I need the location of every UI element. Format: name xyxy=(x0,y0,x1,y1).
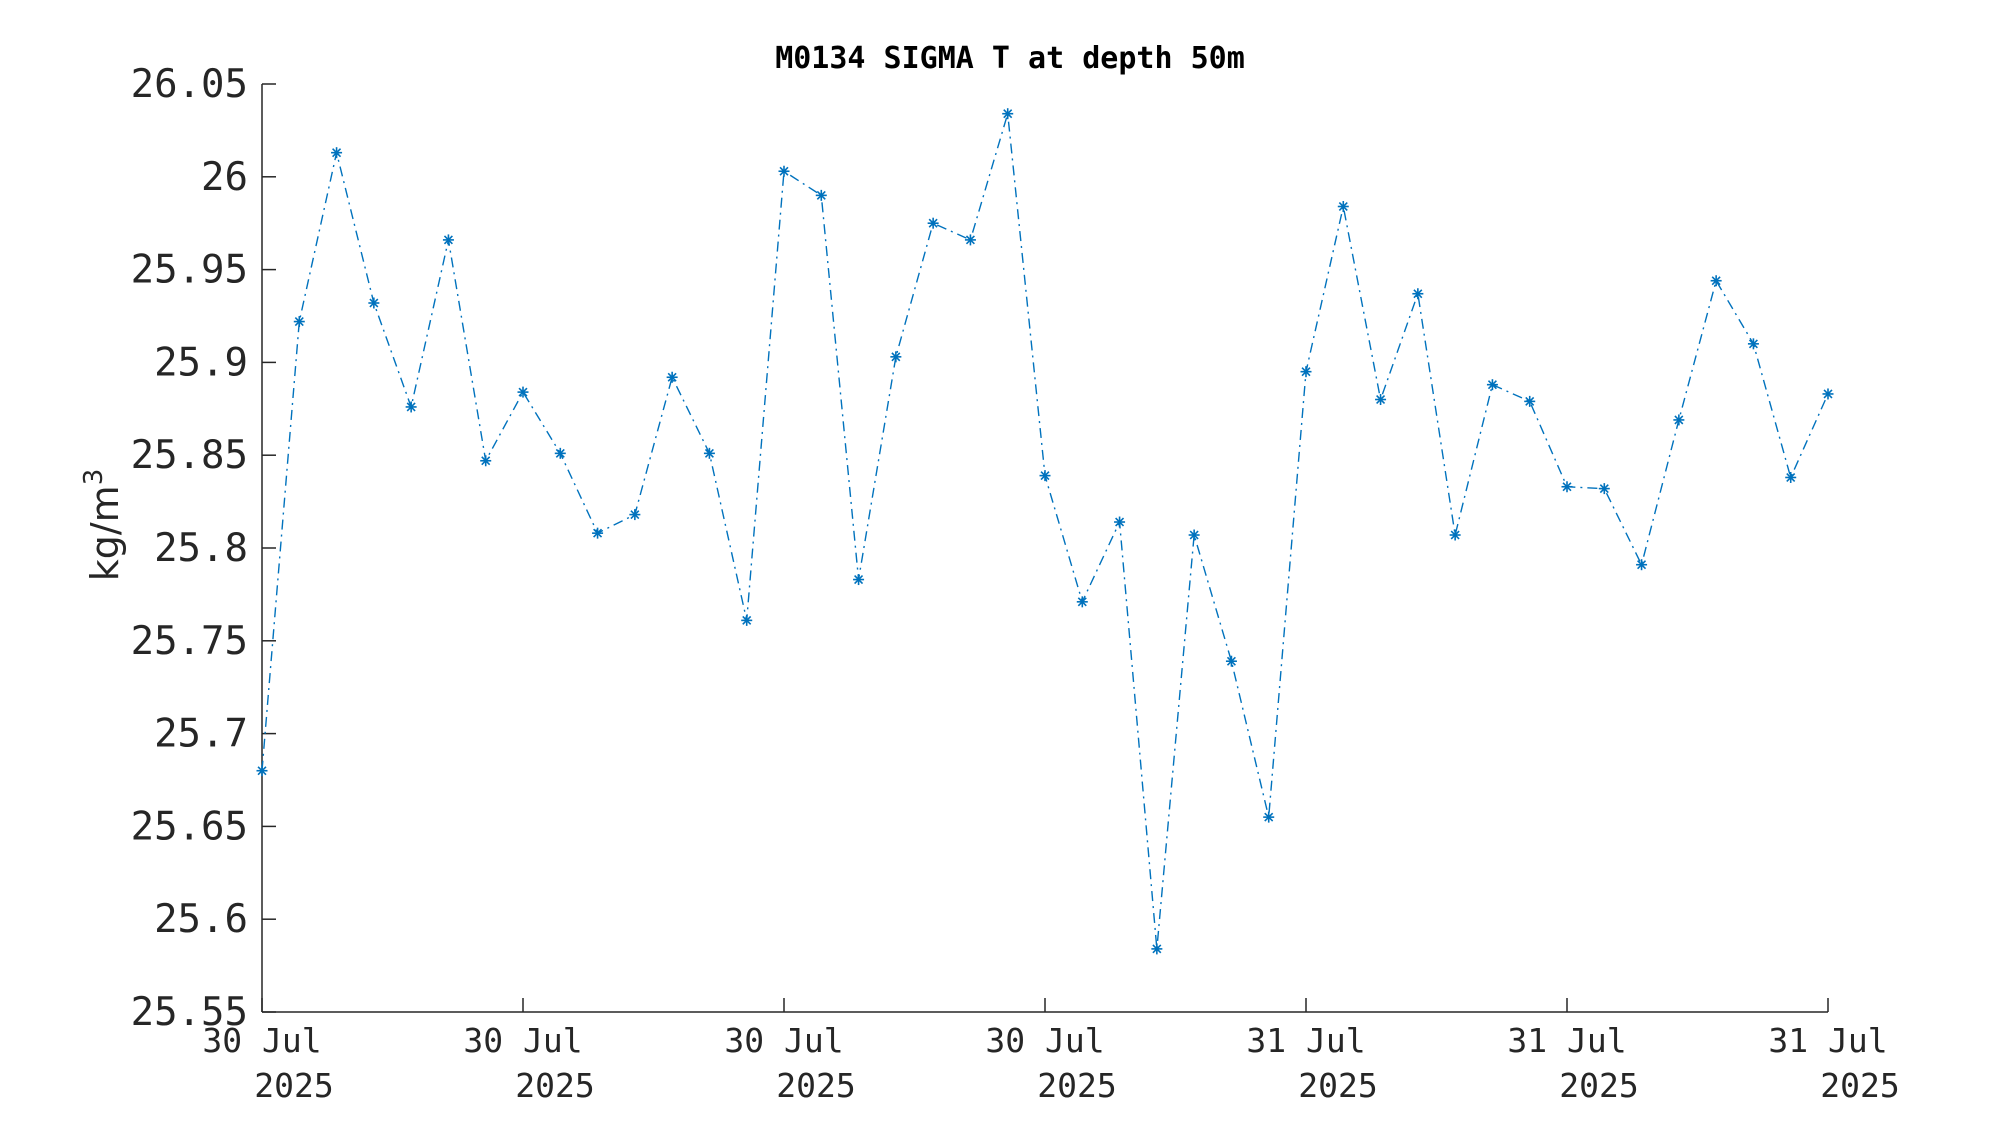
data-point xyxy=(368,297,380,309)
y-ticks: 25.55 25.6 25.65 25.7 25.75 25.8 25.85 25.9 25.9… xyxy=(131,62,276,1035)
y-tick-label: 25.6 xyxy=(154,897,248,942)
y-tick-label: 25.85 xyxy=(131,433,248,478)
data-point xyxy=(517,386,529,398)
x-tick-label-year: 2025 xyxy=(1820,1066,1899,1105)
data-point xyxy=(703,447,715,459)
data-point xyxy=(629,509,641,521)
data-point xyxy=(890,351,902,363)
x-tick-label: 30 Jul xyxy=(202,1021,321,1060)
data-point xyxy=(293,316,305,328)
x-tick-label-year: 2025 xyxy=(1037,1066,1116,1105)
y-axis-label-text: kg/m xyxy=(83,485,127,581)
data-point xyxy=(1636,559,1648,571)
data-point xyxy=(1002,108,1014,120)
y-tick-label: 25.95 xyxy=(131,248,248,293)
x-tick-label: 31 Jul xyxy=(1768,1021,1887,1060)
data-point xyxy=(1673,414,1685,426)
x-tick-label: 31 Jul xyxy=(1246,1021,1365,1060)
x-tick-label: 30 Jul xyxy=(985,1021,1104,1060)
data-point xyxy=(815,189,827,201)
svg-text:kg/m3: kg/m3 xyxy=(79,469,127,582)
x-tick-label-year: 2025 xyxy=(776,1066,855,1105)
x-tick-label-year: 2025 xyxy=(1298,1066,1377,1105)
data-point xyxy=(1561,481,1573,493)
data-point xyxy=(1225,655,1237,667)
plot-area xyxy=(256,108,1834,955)
data-point xyxy=(1151,943,1163,955)
data-point xyxy=(1300,366,1312,378)
y-tick-label: 25.8 xyxy=(154,526,248,571)
data-point xyxy=(1114,516,1126,528)
x-tick-label-year: 2025 xyxy=(515,1066,594,1105)
x-ticks: 30 Jul 2025 30 Jul 2025 30 Jul 2025 30 Jul 2025… xyxy=(202,998,1900,1105)
y-axis-label: kg/m3 xyxy=(79,469,127,582)
data-point xyxy=(1412,288,1424,300)
y-tick-label: 25.65 xyxy=(131,804,248,849)
y-tick-label: 26 xyxy=(201,155,248,200)
data-point xyxy=(331,147,343,159)
data-point xyxy=(1598,483,1610,495)
axes xyxy=(261,84,1828,1013)
y-tick-label: 25.55 xyxy=(131,990,248,1035)
x-tick-label-year: 2025 xyxy=(254,1066,333,1105)
data-point xyxy=(778,165,790,177)
x-tick-label: 30 Jul xyxy=(724,1021,843,1060)
chart-title: M0134 SIGMA T at depth 50m xyxy=(775,41,1245,76)
data-point xyxy=(442,234,454,246)
x-tick-label: 30 Jul xyxy=(463,1021,582,1060)
data-point xyxy=(1263,811,1275,823)
data-point xyxy=(741,614,753,626)
data-point xyxy=(1822,388,1834,400)
y-tick-label: 26.05 xyxy=(131,62,248,107)
data-point xyxy=(964,234,976,246)
x-tick-label: 31 Jul xyxy=(1507,1021,1626,1060)
data-point xyxy=(554,447,566,459)
y-tick-label: 25.7 xyxy=(154,712,248,757)
data-point xyxy=(1486,379,1498,391)
x-tick-label-year: 2025 xyxy=(1559,1066,1638,1105)
data-point xyxy=(666,371,678,383)
data-point xyxy=(1785,471,1797,483)
y-tick-label: 25.9 xyxy=(154,340,248,385)
data-point xyxy=(256,765,268,777)
data-point xyxy=(1449,529,1461,541)
data-point xyxy=(1747,338,1759,350)
series-line xyxy=(261,113,1829,949)
data-point xyxy=(1076,596,1088,608)
data-point xyxy=(1188,529,1200,541)
data-point xyxy=(1039,470,1051,482)
data-point xyxy=(1524,395,1536,407)
data-point xyxy=(1375,394,1387,406)
y-axis-label-superscript: 3 xyxy=(79,469,109,486)
data-point xyxy=(853,574,865,586)
data-point xyxy=(927,217,939,229)
data-point xyxy=(592,527,604,539)
data-point xyxy=(480,455,492,467)
data-point xyxy=(405,401,417,413)
y-tick-label: 25.75 xyxy=(131,619,248,664)
data-point xyxy=(1337,200,1349,212)
data-point xyxy=(1710,275,1722,287)
